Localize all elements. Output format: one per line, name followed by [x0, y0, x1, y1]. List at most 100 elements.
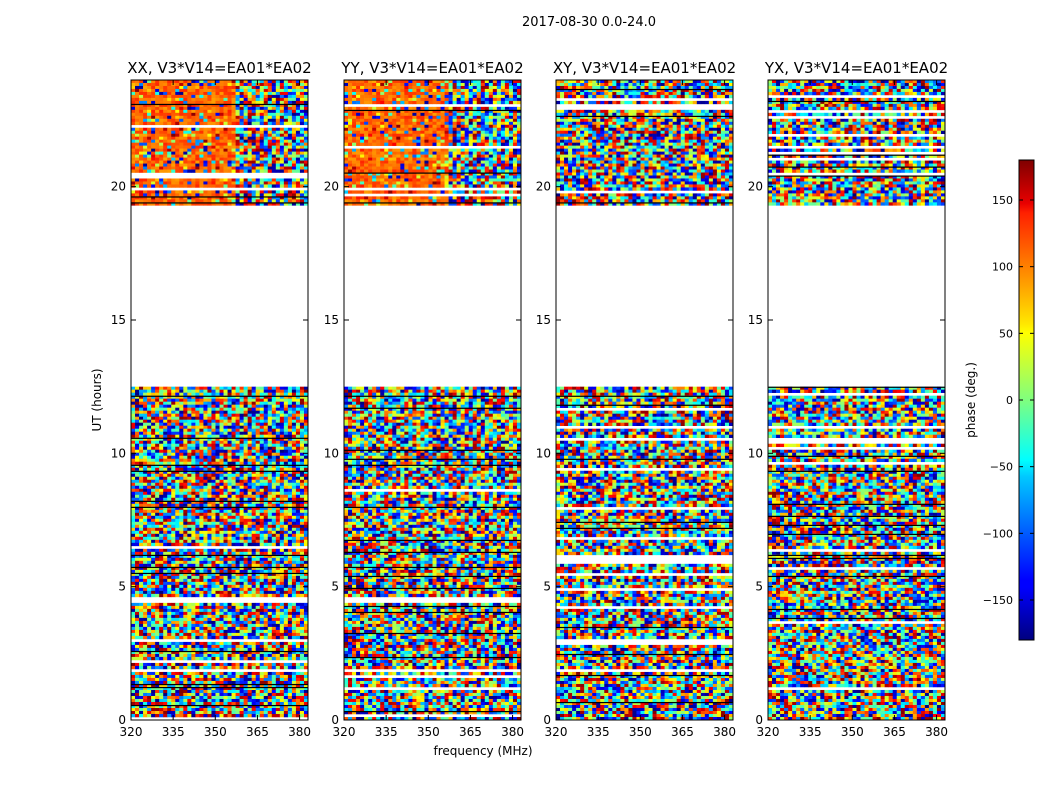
heatmap-cell: [283, 398, 289, 402]
heatmap-cell: [139, 587, 144, 592]
heatmap-cell: [155, 647, 160, 652]
heatmap-cell: [139, 386, 144, 390]
heatmap-cell: [139, 476, 144, 481]
heatmap-cell: [199, 557, 204, 562]
heatmap-cell: [207, 524, 212, 529]
heatmap-cell: [295, 100, 301, 105]
heatmap-cell: [155, 605, 160, 610]
heatmap-cell: [199, 575, 204, 580]
heatmap-cell: [223, 575, 228, 580]
heatmap-cell: [247, 97, 252, 102]
heatmap-cell: [179, 94, 184, 99]
heatmap-cell: [143, 695, 148, 700]
heatmap-cell: [275, 425, 281, 430]
heatmap-cell: [155, 479, 160, 484]
heatmap-cell: [171, 671, 176, 676]
heatmap-cell: [207, 710, 212, 715]
heatmap-cell: [139, 440, 144, 445]
heatmap-cell: [235, 103, 240, 108]
heatmap-cell: [283, 431, 289, 436]
heatmap-cell: [163, 518, 168, 523]
heatmap-cell: [219, 644, 224, 649]
heatmap-cell: [211, 491, 216, 496]
heatmap-cell: [203, 449, 208, 454]
heatmap-cell: [147, 473, 152, 478]
heatmap-cell: [151, 524, 156, 529]
heatmap-cell: [131, 389, 136, 393]
heatmap-cell: [187, 695, 192, 700]
heatmap-cell: [207, 467, 212, 472]
heatmap-cell: [163, 551, 168, 556]
heatmap-cell: [251, 653, 256, 658]
heatmap-cell: [195, 449, 200, 454]
heatmap-cell: [295, 623, 301, 628]
heatmap-cell: [267, 578, 273, 583]
heatmap-cell: [135, 557, 140, 562]
heatmap-cell: [255, 569, 261, 574]
heatmap-cell: [195, 488, 200, 493]
heatmap-cell: [287, 452, 293, 457]
heatmap-cell: [179, 509, 184, 514]
heatmap-cell: [211, 554, 216, 559]
heatmap-cell: [171, 506, 176, 511]
heatmap-cell: [299, 416, 305, 420]
heatmap-cell: [291, 88, 297, 93]
heatmap-cell: [255, 560, 261, 565]
heatmap-cell: [259, 593, 265, 598]
heatmap-cell: [187, 524, 192, 529]
heatmap-cell: [203, 512, 208, 517]
heatmap-cell: [203, 437, 208, 442]
heatmap-cell: [195, 470, 200, 475]
heatmap-cell: [271, 713, 277, 718]
heatmap-cell: [143, 467, 148, 472]
heatmap-cell: [303, 566, 309, 571]
heatmap-cell: [171, 521, 176, 526]
heatmap-cell: [211, 410, 216, 414]
heatmap-cell: [219, 548, 224, 553]
heatmap-cell: [291, 458, 297, 463]
heatmap-cell: [199, 479, 204, 484]
heatmap-cell: [291, 521, 297, 526]
heatmap-cell: [159, 698, 164, 703]
heatmap-cell: [215, 404, 220, 408]
heatmap-cell: [283, 632, 289, 637]
heatmap-cell: [223, 455, 228, 460]
heatmap-cell: [139, 467, 144, 472]
heatmap-cell: [255, 629, 261, 634]
heatmap-cell: [251, 431, 256, 436]
heatmap-cell: [223, 632, 228, 637]
heatmap-cell: [291, 713, 297, 718]
heatmap-cell: [151, 506, 156, 511]
heatmap-cell: [147, 536, 152, 541]
heatmap-cell: [259, 461, 265, 466]
heatmap-cell: [187, 419, 192, 423]
heatmap-cell: [299, 413, 305, 417]
heatmap-cell: [147, 440, 152, 445]
heatmap-cell: [259, 467, 265, 472]
heatmap-cell: [195, 461, 200, 466]
heatmap-cell: [219, 97, 224, 102]
heatmap-cell: [163, 569, 168, 574]
heatmap-cell: [175, 680, 180, 685]
heatmap-cell: [163, 650, 168, 655]
heatmap-cell: [291, 473, 297, 478]
heatmap-cell: [299, 704, 305, 709]
heatmap-cell: [151, 100, 156, 105]
heatmap-cell: [231, 524, 236, 529]
heatmap-cell: [183, 479, 188, 484]
heatmap-cell: [279, 521, 285, 526]
heatmap-cell: [167, 575, 172, 580]
heatmap-cell: [135, 389, 140, 393]
heatmap-cell: [135, 91, 140, 96]
heatmap-cell: [143, 674, 148, 679]
heatmap-cell: [263, 641, 269, 646]
heatmap-cell: [235, 446, 240, 451]
heatmap-cell: [151, 686, 156, 691]
heatmap-cell: [199, 551, 204, 556]
heatmap-cell: [175, 473, 180, 478]
heatmap-cell: [163, 641, 168, 646]
heatmap-cell: [155, 680, 160, 685]
heatmap-cell: [267, 593, 273, 598]
heatmap-cell: [251, 563, 256, 568]
heatmap-cell: [211, 677, 216, 682]
